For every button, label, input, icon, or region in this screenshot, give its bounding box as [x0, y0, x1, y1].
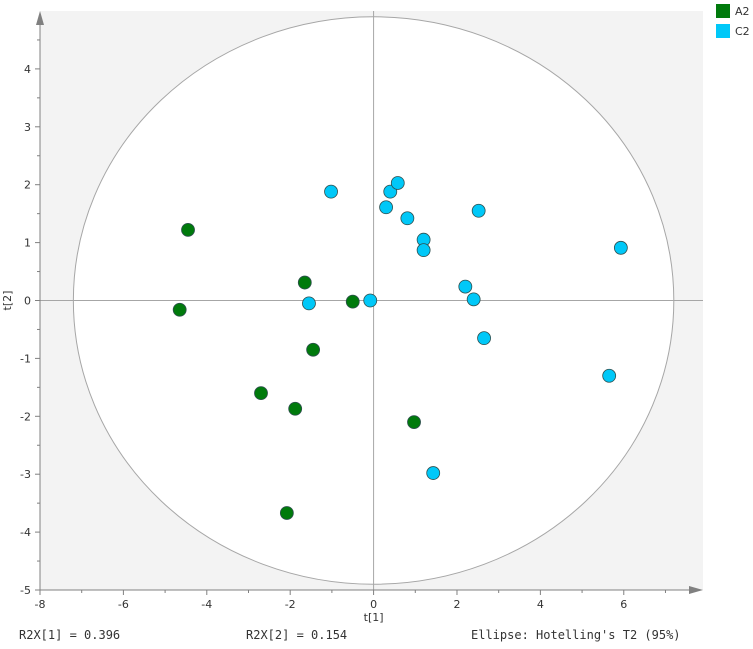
legend-label-a2: A2	[735, 5, 750, 18]
x-tick-label: -6	[118, 598, 129, 611]
data-point-a2	[345, 294, 360, 309]
data-point-c2	[477, 331, 491, 346]
data-points	[172, 176, 628, 520]
data-point-c2	[379, 200, 393, 215]
data-point-c2	[390, 176, 405, 190]
y-tick-label: -4	[20, 526, 31, 539]
y-axis-ticks: -5 -4 -3 -2 -1 0 1 2 3 4	[20, 39, 40, 597]
x-tick-label: -8	[35, 598, 46, 611]
data-point-a2	[407, 415, 421, 429]
y-axis-arrow-icon	[36, 11, 44, 25]
y-tick-label: -5	[20, 584, 31, 597]
y-tick-label: -2	[20, 410, 31, 423]
legend-swatch-c2	[716, 24, 730, 38]
data-point-c2	[383, 184, 398, 199]
y-tick-label: 1	[24, 237, 31, 250]
data-point-c2	[471, 203, 486, 218]
data-point-a2	[306, 342, 321, 357]
y-tick-label: -3	[20, 468, 31, 481]
y-axis-title: t[2]	[1, 291, 14, 311]
data-point-c2	[363, 293, 378, 308]
data-point-c2	[400, 211, 415, 226]
x-tick-label: 6	[620, 598, 627, 611]
data-point-c2	[613, 240, 628, 255]
x-tick-label: -2	[285, 598, 296, 611]
x-tick-label: -4	[201, 598, 212, 611]
x-tick-label: 0	[370, 598, 377, 611]
r2x-1-label: R2X[1] = 0.396	[19, 628, 121, 642]
r2x-2-label: R2X[2] = 0.154	[246, 628, 348, 642]
x-axis-ticks: -8 -6 -4 -2 0 2 4 6	[35, 590, 666, 611]
data-point-c2	[302, 296, 316, 311]
legend: A2 C2	[716, 4, 750, 38]
x-axis-title: t[1]	[364, 611, 384, 624]
y-tick-label: 3	[24, 121, 31, 134]
data-point-a2	[172, 302, 187, 317]
y-tick-label: 0	[24, 295, 31, 308]
data-point-c2	[602, 368, 617, 383]
x-tick-label: 4	[537, 598, 544, 611]
data-point-a2	[288, 401, 303, 416]
x-tick-label: 2	[453, 598, 460, 611]
legend-label-c2: C2	[735, 25, 750, 38]
y-tick-label: 4	[24, 63, 31, 76]
data-point-c2	[416, 243, 431, 258]
legend-swatch-a2	[716, 4, 730, 18]
data-point-a2	[279, 506, 294, 520]
data-point-c2	[426, 466, 441, 480]
data-point-a2	[181, 222, 195, 237]
x-axis-arrow-icon	[689, 586, 703, 594]
y-tick-label: -1	[20, 352, 31, 365]
data-point-a2	[297, 275, 312, 290]
data-point-c2	[458, 279, 473, 294]
data-point-c2	[324, 184, 338, 199]
y-tick-label: 2	[24, 179, 31, 192]
data-point-a2	[254, 386, 268, 401]
ellipse-label: Ellipse: Hotelling's T2 (95%)	[471, 628, 681, 642]
data-point-c2	[466, 292, 481, 307]
